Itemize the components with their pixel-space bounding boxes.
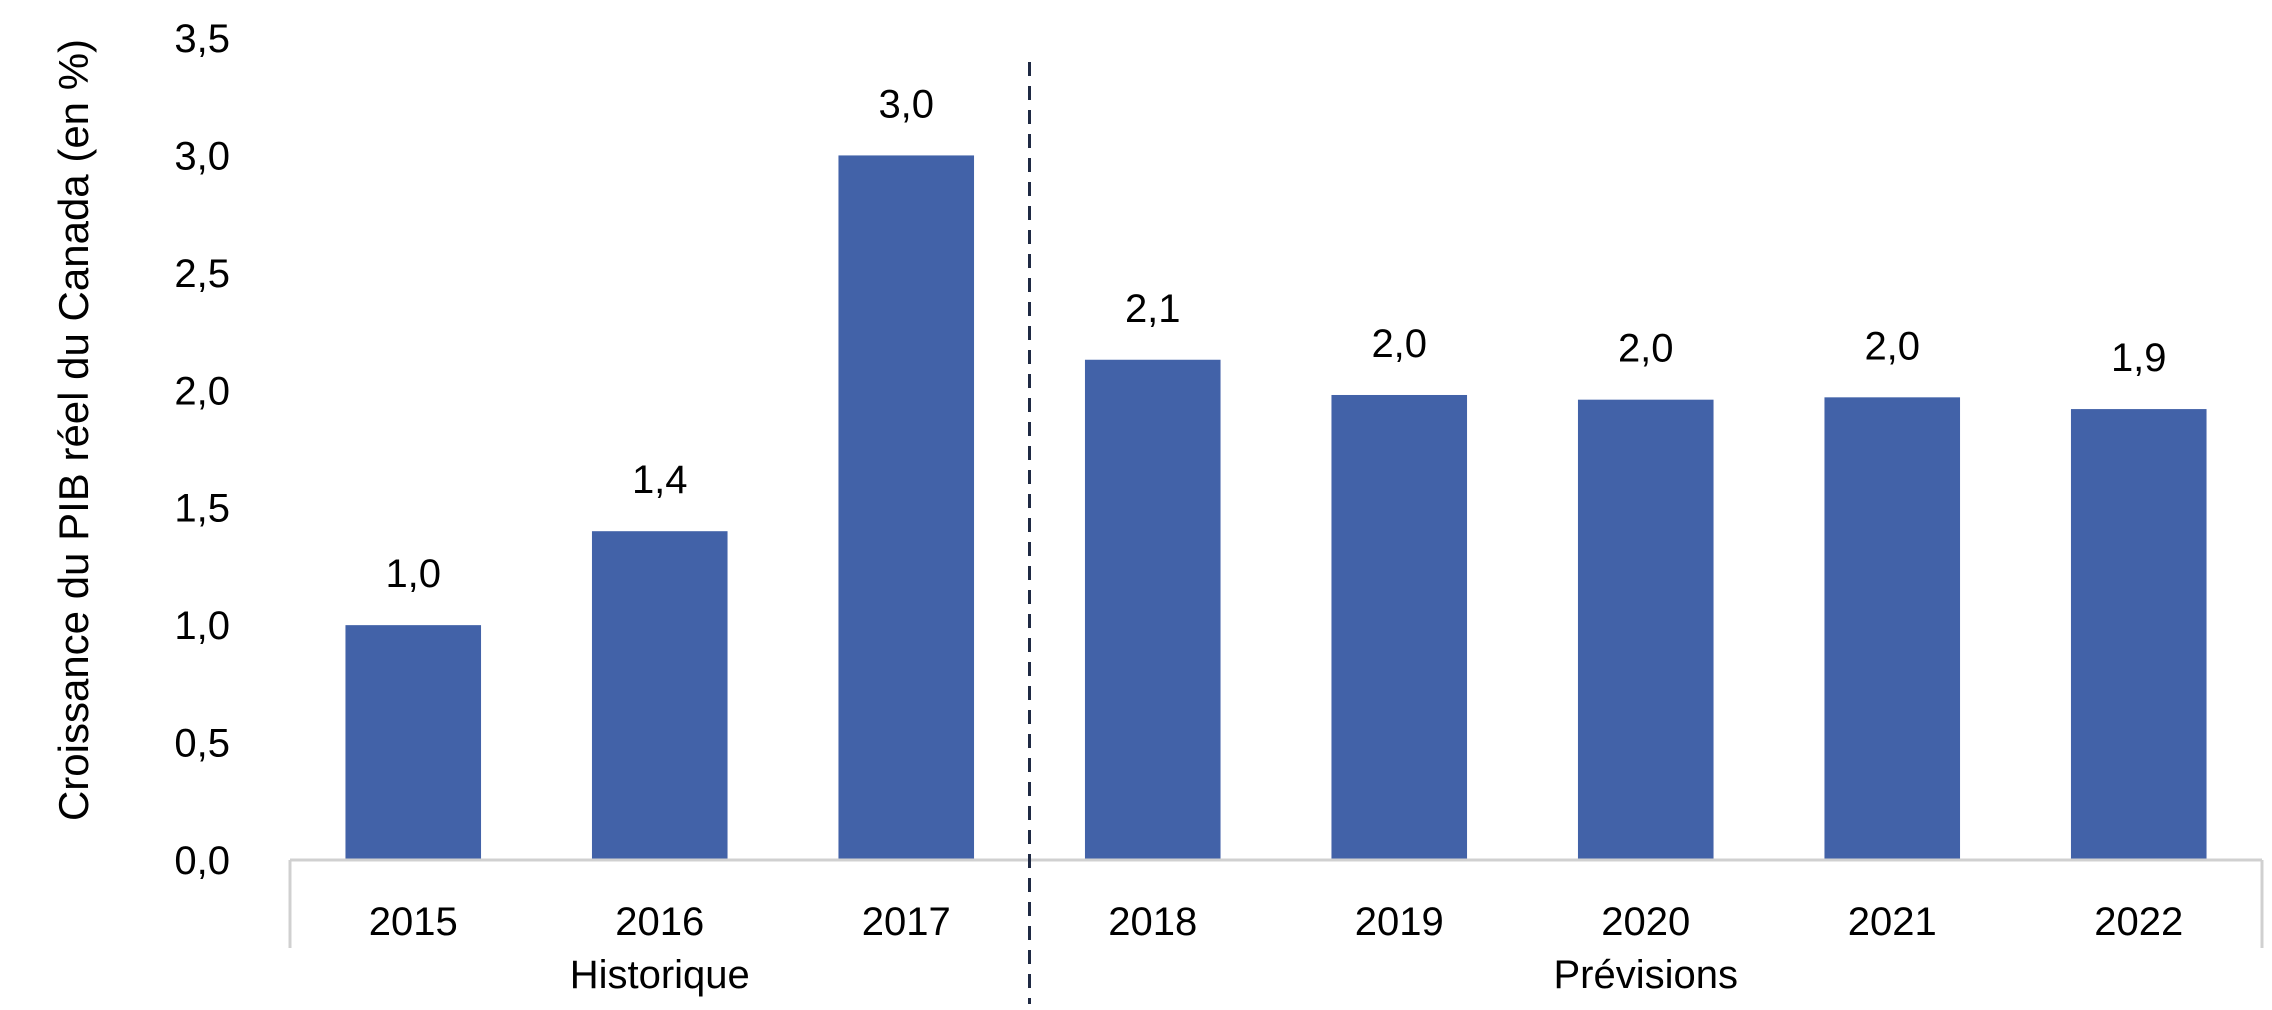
y-tick-label: 1,5 [174, 487, 230, 531]
data-label-2015: 1,0 [385, 552, 441, 596]
group-labels: Historique Prévisions [570, 953, 1738, 997]
x-tick-label-2022: 2022 [2094, 900, 2183, 944]
data-label-2019: 2,0 [1371, 322, 1427, 366]
x-tick-label-2020: 2020 [1601, 900, 1690, 944]
y-axis-title: Croissance du PIB réel du Canada (en %) [50, 39, 97, 821]
x-tick-label-2016: 2016 [615, 900, 704, 944]
bar-2021 [1824, 397, 1961, 860]
bar-2016 [591, 531, 728, 860]
x-tick-label-2017: 2017 [862, 900, 951, 944]
x-tick-label-2019: 2019 [1355, 900, 1444, 944]
y-tick-label: 2,0 [174, 369, 230, 413]
y-tick-label: 1,0 [174, 604, 230, 648]
x-tick-label-2018: 2018 [1108, 900, 1197, 944]
y-tick-label: 3,0 [174, 134, 230, 178]
data-label-2022: 1,9 [2111, 336, 2167, 380]
data-label-2021: 2,0 [1864, 324, 1920, 368]
data-label-2020: 2,0 [1618, 327, 1674, 371]
x-tick-label-2015: 2015 [369, 900, 458, 944]
y-tick-label: 2,5 [174, 252, 230, 296]
x-axis: 2015 2016 2017 2018 2019 2020 2021 2022 [288, 62, 2264, 1004]
bar-2022 [2070, 409, 2207, 860]
bar-2017 [838, 155, 975, 860]
bar-2018 [1084, 359, 1221, 860]
bar-2019 [1331, 394, 1468, 860]
data-label-2018: 2,1 [1125, 287, 1181, 331]
y-tick-label: 0,0 [174, 839, 230, 883]
y-tick-label: 0,5 [174, 722, 230, 766]
x-tick-label-2021: 2021 [1848, 900, 1937, 944]
bars [345, 155, 2207, 860]
group-label: Prévisions [1553, 953, 1738, 997]
group-label: Historique [570, 953, 750, 997]
data-label-2016: 1,4 [632, 458, 688, 502]
bar-2020 [1577, 399, 1714, 860]
y-tick-label: 3,5 [174, 17, 230, 61]
y-axis-ticks: 0,0 0,5 1,0 1,5 2,0 2,5 3,0 3,5 [174, 17, 230, 883]
data-labels: 1,0 1,4 3,0 2,1 2,0 2,0 2,0 1,9 [385, 82, 2166, 596]
data-label-2017: 3,0 [878, 82, 934, 126]
bar-2015 [345, 625, 482, 860]
